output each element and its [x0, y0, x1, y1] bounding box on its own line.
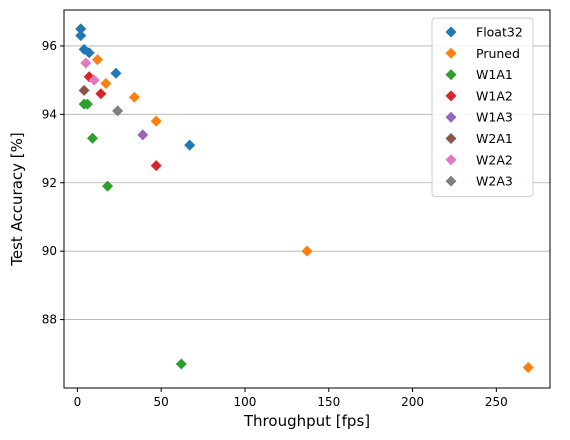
- data-point: [75, 23, 87, 35]
- data-point: [88, 74, 100, 86]
- x-tick-label: 0: [74, 395, 82, 409]
- data-point: [150, 160, 162, 172]
- x-tick-label: 100: [234, 395, 257, 409]
- legend-marker: [445, 47, 457, 59]
- data-point: [80, 57, 92, 69]
- y-tick-label: 92: [42, 176, 57, 190]
- legend-label: Pruned: [476, 46, 520, 61]
- y-axis: 88 90 92 94 96: [42, 39, 64, 327]
- data-point: [137, 129, 149, 141]
- data-point: [95, 88, 107, 100]
- x-axis: 0 50 100 150 200 250: [74, 388, 508, 409]
- x-tick-label: 150: [317, 395, 340, 409]
- legend-marker: [445, 69, 457, 81]
- legend-marker: [445, 26, 457, 38]
- data-point: [100, 78, 112, 90]
- x-tick-label: 200: [401, 395, 424, 409]
- y-tick-label: 96: [42, 39, 57, 53]
- legend-label: W2A2: [476, 152, 513, 167]
- data-point: [83, 47, 95, 59]
- data-point: [75, 30, 87, 42]
- data-point: [78, 84, 90, 96]
- plot-frame: [63, 9, 551, 389]
- data-points: [75, 23, 534, 373]
- legend-box: [431, 17, 534, 197]
- y-axis-label: Test Accuracy [%]: [8, 132, 26, 267]
- x-tick-label: 250: [485, 395, 508, 409]
- data-point: [175, 358, 187, 370]
- legend-label: W2A3: [476, 174, 513, 189]
- y-tick-label: 88: [42, 313, 57, 327]
- data-point: [522, 361, 534, 373]
- legend-label: W1A1: [476, 67, 513, 82]
- data-point: [102, 180, 114, 192]
- data-point: [128, 91, 140, 103]
- x-tick-label: 50: [154, 395, 169, 409]
- legend-label: W1A3: [476, 110, 513, 125]
- legend-marker: [445, 90, 457, 102]
- legend-label: W1A2: [476, 88, 513, 103]
- data-point: [92, 54, 104, 66]
- data-point: [301, 245, 313, 257]
- legend-marker: [445, 175, 457, 187]
- data-point: [81, 98, 93, 110]
- y-tick-label: 90: [42, 244, 57, 258]
- x-axis-label: Throughput [fps]: [243, 412, 370, 430]
- legend-marker: [445, 154, 457, 166]
- data-point: [86, 132, 98, 144]
- legend-label: W2A1: [476, 131, 513, 146]
- legend-marker: [445, 133, 457, 144]
- legend-marker: [445, 111, 457, 123]
- data-point: [110, 67, 122, 79]
- data-point: [112, 105, 124, 117]
- data-point: [150, 115, 162, 127]
- data-point: [184, 139, 196, 151]
- y-tick-label: 94: [42, 107, 57, 121]
- legend: Float32 Pruned W1A1 W1A2 W1A3 W2A1 W2A2 W2A3: [431, 17, 534, 197]
- legend-label: Float32: [476, 25, 523, 40]
